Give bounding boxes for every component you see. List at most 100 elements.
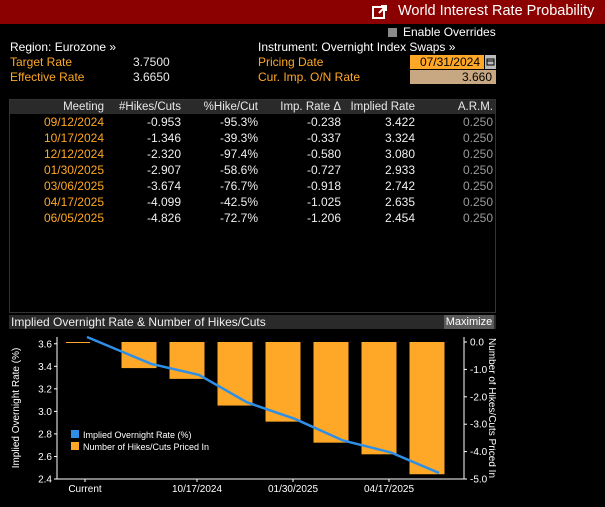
instrument-selector[interactable]: Instrument: Overnight Index Swaps » — [258, 40, 456, 54]
cell-pct-hike-cut: -72.7% — [219, 211, 258, 225]
cell-implied-rate: 2.635 — [384, 195, 415, 209]
y2-tick-label: -1.0 — [470, 365, 488, 376]
cell-imp-rate-delta: -0.918 — [306, 179, 341, 193]
pricing-date-label: Pricing Date — [258, 55, 324, 69]
cell-pct-hike-cut: -95.3% — [219, 115, 258, 129]
table-row[interactable]: 01/30/2025 -2.907 -58.6% -0.727 2.933 0.250 — [10, 163, 495, 178]
external-link-icon[interactable] — [371, 3, 389, 21]
cell-implied-rate: 2.742 — [384, 179, 415, 193]
cell-arm: 0.250 — [462, 115, 493, 129]
target-rate-value: 3.7500 — [133, 55, 170, 69]
window-title: World Interest Rate Probability — [398, 3, 595, 19]
y-tick-label: 2.6 — [38, 452, 52, 463]
title-bar: World Interest Rate Probability — [0, 0, 605, 24]
cell-meeting-date: 06/05/2025 — [43, 211, 104, 225]
y-tick-label: 3.6 — [38, 339, 52, 350]
cell-imp-rate-delta: -0.337 — [306, 131, 341, 145]
cell-arm: 0.250 — [462, 163, 493, 177]
y2-axis-title: Number of Hikes/Cuts Priced In — [486, 338, 496, 478]
legend-swatch — [71, 430, 79, 438]
bar — [265, 342, 301, 422]
maximize-button[interactable]: Maximize — [444, 315, 494, 329]
cur-imp-rate-label: Cur. Imp. O/N Rate — [258, 70, 361, 84]
table-row[interactable]: 04/17/2025 -4.099 -42.5% -1.025 2.635 0.250 — [10, 195, 495, 210]
cell-hikes-cuts: -1.346 — [146, 131, 181, 145]
chart-title: Implied Overnight Rate & Number of Hikes… — [11, 315, 266, 329]
cell-meeting-date: 01/30/2025 — [43, 163, 104, 177]
bar — [66, 342, 90, 343]
y-tick-label: 2.4 — [38, 475, 52, 486]
cell-pct-hike-cut: -97.4% — [219, 147, 258, 161]
legend-box — [67, 425, 237, 463]
cell-meeting-date: 04/17/2025 — [43, 195, 104, 209]
region-selector[interactable]: Region: Eurozone » — [10, 40, 117, 54]
bar — [409, 342, 445, 475]
table-row[interactable]: 03/06/2025 -3.674 -76.7% -0.918 2.742 0.250 — [10, 179, 495, 194]
y-tick-label: 3.4 — [38, 362, 52, 373]
cell-pct-hike-cut: -76.7% — [219, 179, 258, 193]
cell-pct-hike-cut: -39.3% — [219, 131, 258, 145]
table-row[interactable]: 10/17/2024 -1.346 -39.3% -0.337 3.324 0.250 — [10, 131, 495, 146]
table-row[interactable]: 06/05/2025 -4.826 -72.7% -1.206 2.454 0.250 — [10, 211, 495, 226]
cell-imp-rate-delta: -1.025 — [306, 195, 341, 209]
cell-arm: 0.250 — [462, 195, 493, 209]
header-arm[interactable]: A.R.M. — [457, 101, 493, 113]
cell-implied-rate: 2.933 — [384, 163, 415, 177]
y2-tick-label: -3.0 — [470, 420, 488, 431]
header-meeting[interactable]: Meeting — [63, 101, 104, 113]
calendar-icon[interactable] — [485, 55, 496, 69]
chart-area: 3.6 3.4 3.2 3.0 2.8 2.6 2.4 0.0 -1.0 -2.0 -3.0 -4.0… — [9, 329, 497, 504]
chart-panel-header: Implied Overnight Rate & Number of Hikes… — [9, 315, 496, 329]
cell-pct-hike-cut: -58.6% — [219, 163, 258, 177]
effective-rate-label: Effective Rate — [10, 70, 85, 84]
cell-arm: 0.250 — [462, 211, 493, 225]
cur-imp-rate-input[interactable]: 3.660 — [410, 70, 496, 84]
x-tick-label: 04/17/2025 — [364, 484, 414, 495]
bar — [361, 342, 397, 455]
cell-meeting-date: 09/12/2024 — [43, 115, 104, 129]
table-row[interactable]: 12/12/2024 -2.320 -97.4% -0.580 3.080 0.250 — [10, 147, 495, 162]
header-pct-hike-cut[interactable]: %Hike/Cut — [203, 101, 258, 113]
enable-overrides-label[interactable]: Enable Overrides — [403, 25, 496, 39]
table-row[interactable]: 09/12/2024 -0.953 -95.3% -0.238 3.422 0.250 — [10, 115, 495, 130]
cell-imp-rate-delta: -0.580 — [306, 147, 341, 161]
y-tick-label: 3.2 — [38, 384, 52, 395]
cell-arm: 0.250 — [462, 179, 493, 193]
legend-label: Number of Hikes/Cuts Priced In — [83, 442, 209, 452]
cell-implied-rate: 2.454 — [384, 211, 415, 225]
cell-implied-rate: 3.422 — [384, 115, 415, 129]
cell-hikes-cuts: -2.907 — [146, 163, 181, 177]
cell-meeting-date: 12/12/2024 — [43, 147, 104, 161]
cell-hikes-cuts: -2.320 — [146, 147, 181, 161]
cell-meeting-date: 03/06/2025 — [43, 179, 104, 193]
meetings-table: Meeting #Hikes/Cuts %Hike/Cut Imp. Rate … — [9, 99, 496, 313]
y-tick-label: 3.0 — [38, 407, 52, 418]
cell-imp-rate-delta: -0.727 — [306, 163, 341, 177]
chart-svg: 3.6 3.4 3.2 3.0 2.8 2.6 2.4 0.0 -1.0 -2.0 -3.0 -4.0… — [11, 335, 497, 495]
cell-arm: 0.250 — [462, 131, 493, 145]
enable-overrides-checkbox[interactable] — [388, 28, 397, 37]
legend-swatch — [71, 442, 79, 450]
cell-hikes-cuts: -3.674 — [146, 179, 181, 193]
header-implied-rate[interactable]: Implied Rate — [350, 101, 415, 113]
bar — [313, 342, 349, 443]
cell-implied-rate: 3.080 — [384, 147, 415, 161]
legend-label: Implied Overnight Rate (%) — [83, 430, 192, 440]
y2-tick-label: -2.0 — [470, 392, 488, 403]
header-hikes-cuts[interactable]: #Hikes/Cuts — [119, 101, 181, 113]
cell-imp-rate-delta: -0.238 — [306, 115, 341, 129]
y2-tick-label: -5.0 — [470, 475, 488, 486]
y2-tick-label: -4.0 — [470, 447, 488, 458]
x-tick-label: 10/17/2024 — [172, 484, 222, 495]
effective-rate-value: 3.6650 — [133, 70, 170, 84]
cell-implied-rate: 3.324 — [384, 131, 415, 145]
y2-tick-label: 0.0 — [470, 338, 484, 349]
table-header: Meeting #Hikes/Cuts %Hike/Cut Imp. Rate … — [10, 100, 495, 114]
y-axis-title: Implied Overnight Rate (%) — [11, 348, 22, 469]
y-tick-label: 2.8 — [38, 429, 52, 440]
cell-hikes-cuts: -4.826 — [146, 211, 181, 225]
header-imp-rate-delta[interactable]: Imp. Rate Δ — [280, 101, 341, 113]
pricing-date-input[interactable]: 07/31/2024 — [410, 55, 484, 69]
cell-meeting-date: 10/17/2024 — [43, 131, 104, 145]
series-line — [86, 335, 440, 475]
